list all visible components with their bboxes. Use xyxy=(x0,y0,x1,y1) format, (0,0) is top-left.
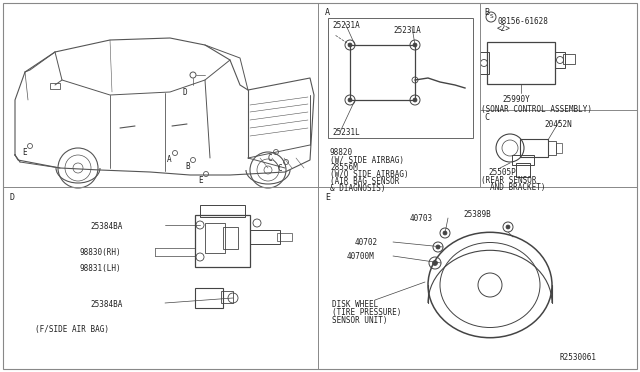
Text: A: A xyxy=(167,155,172,164)
Bar xyxy=(50,83,60,89)
Bar xyxy=(277,233,292,241)
Circle shape xyxy=(413,98,417,102)
Text: (W/ SIDE AIRBAG): (W/ SIDE AIRBAG) xyxy=(330,156,404,165)
Circle shape xyxy=(443,231,447,235)
Text: 28556M: 28556M xyxy=(330,163,358,172)
Text: 40703: 40703 xyxy=(410,214,433,223)
Circle shape xyxy=(436,245,440,249)
Text: DISK WHEEL: DISK WHEEL xyxy=(332,300,378,309)
Text: (SONAR CONTROL ASSEMBLY): (SONAR CONTROL ASSEMBLY) xyxy=(481,105,592,114)
Bar xyxy=(520,139,548,157)
Text: B: B xyxy=(185,162,189,171)
Text: C: C xyxy=(268,154,273,163)
Text: 98820: 98820 xyxy=(330,148,353,157)
Text: AND BRACKET): AND BRACKET) xyxy=(490,183,545,192)
Text: (TIRE PRESSURE): (TIRE PRESSURE) xyxy=(332,308,401,317)
Text: 25505P: 25505P xyxy=(488,168,516,177)
Text: (F/SIDE AIR BAG): (F/SIDE AIR BAG) xyxy=(35,325,109,334)
Text: 40702: 40702 xyxy=(355,238,378,247)
Text: 40700M: 40700M xyxy=(347,252,375,261)
Text: R2530061: R2530061 xyxy=(560,353,597,362)
Text: D: D xyxy=(10,193,15,202)
Bar xyxy=(350,45,415,100)
Text: E: E xyxy=(22,148,27,157)
Bar xyxy=(195,288,223,308)
Bar xyxy=(556,143,562,153)
Text: A: A xyxy=(325,8,330,17)
Text: 25384BA: 25384BA xyxy=(90,300,122,309)
Bar xyxy=(223,227,238,249)
Text: 25384BA: 25384BA xyxy=(90,222,122,231)
Bar xyxy=(516,163,530,177)
Text: 25231A: 25231A xyxy=(393,26,420,35)
Text: E: E xyxy=(198,176,203,185)
Circle shape xyxy=(413,43,417,47)
Text: 20452N: 20452N xyxy=(544,120,572,129)
Bar xyxy=(200,205,245,217)
Text: B: B xyxy=(484,8,489,17)
Circle shape xyxy=(506,225,510,229)
Text: (W/O SIDE AIRBAG): (W/O SIDE AIRBAG) xyxy=(330,170,408,179)
Circle shape xyxy=(433,260,438,266)
Text: 98830(RH): 98830(RH) xyxy=(80,248,122,257)
Text: 25990Y: 25990Y xyxy=(502,95,530,104)
Text: 98831(LH): 98831(LH) xyxy=(80,264,122,273)
Text: C: C xyxy=(484,113,489,122)
Text: 25389B: 25389B xyxy=(463,210,491,219)
Text: 25231A: 25231A xyxy=(332,21,360,30)
Text: 08156-61628: 08156-61628 xyxy=(497,17,548,26)
Text: 25231L: 25231L xyxy=(332,128,360,137)
Circle shape xyxy=(348,98,352,102)
Bar xyxy=(221,291,233,303)
Text: D: D xyxy=(182,88,188,97)
Text: SENSOR UNIT): SENSOR UNIT) xyxy=(332,316,387,325)
Bar xyxy=(328,18,473,138)
Text: <2>: <2> xyxy=(497,24,511,33)
Bar xyxy=(205,223,225,253)
Circle shape xyxy=(348,43,352,47)
Text: (AIR BAG SENSOR: (AIR BAG SENSOR xyxy=(330,177,399,186)
Bar xyxy=(480,52,489,74)
Bar xyxy=(195,215,250,267)
Bar xyxy=(548,141,556,155)
Bar xyxy=(555,52,565,68)
Bar xyxy=(563,54,575,64)
Bar xyxy=(512,155,534,165)
Text: S: S xyxy=(489,15,493,19)
Bar xyxy=(250,230,280,244)
Text: C: C xyxy=(278,164,283,173)
Text: E: E xyxy=(325,193,330,202)
Text: (REAR SENSOR: (REAR SENSOR xyxy=(481,176,536,185)
Text: & DIAGNOSIS): & DIAGNOSIS) xyxy=(330,184,385,193)
Bar xyxy=(487,42,555,84)
